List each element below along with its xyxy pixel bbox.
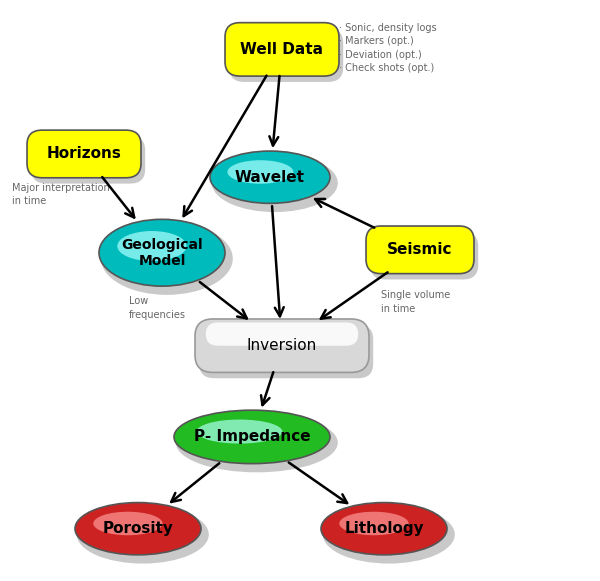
Text: Seismic: Seismic (387, 242, 453, 257)
Ellipse shape (75, 503, 201, 555)
Text: Well Data: Well Data (241, 42, 323, 57)
Ellipse shape (197, 419, 283, 444)
Ellipse shape (323, 505, 455, 564)
FancyBboxPatch shape (195, 319, 369, 372)
Ellipse shape (210, 151, 330, 203)
FancyBboxPatch shape (370, 232, 478, 279)
Text: Single volume
in time: Single volume in time (381, 290, 450, 314)
Text: Low
frequencies: Low frequencies (129, 296, 186, 320)
Text: · Sonic, density logs
· Markers (opt.)
· Deviation (opt.)
· Check shots (opt.): · Sonic, density logs · Markers (opt.) ·… (339, 23, 437, 73)
Ellipse shape (101, 222, 233, 295)
Ellipse shape (321, 503, 447, 555)
Ellipse shape (93, 512, 163, 535)
Text: Geological
Model: Geological Model (121, 238, 203, 268)
Ellipse shape (77, 505, 209, 564)
FancyBboxPatch shape (229, 28, 343, 82)
Ellipse shape (99, 219, 225, 286)
Text: Porosity: Porosity (103, 521, 173, 536)
Text: Major interpretation
in time: Major interpretation in time (12, 183, 110, 206)
FancyBboxPatch shape (199, 325, 373, 378)
Ellipse shape (174, 410, 330, 464)
Text: Inversion: Inversion (247, 338, 317, 353)
FancyBboxPatch shape (31, 136, 145, 184)
Ellipse shape (117, 231, 187, 261)
Ellipse shape (227, 160, 293, 184)
FancyBboxPatch shape (206, 322, 358, 346)
Ellipse shape (339, 512, 409, 535)
FancyBboxPatch shape (27, 130, 141, 178)
Ellipse shape (176, 413, 338, 472)
FancyBboxPatch shape (366, 226, 474, 274)
Text: Lithology: Lithology (344, 521, 424, 536)
FancyBboxPatch shape (225, 23, 339, 76)
Text: Wavelet: Wavelet (235, 170, 305, 185)
Text: Horizons: Horizons (47, 146, 121, 162)
Text: P- Impedance: P- Impedance (194, 429, 310, 444)
Ellipse shape (212, 154, 338, 212)
